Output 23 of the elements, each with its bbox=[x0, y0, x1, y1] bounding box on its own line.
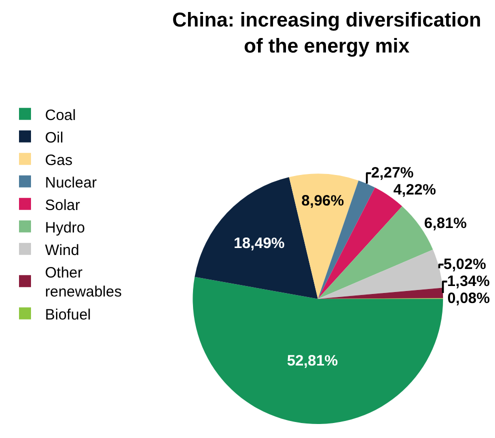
data-label: 52,81% bbox=[286, 352, 338, 370]
data-label: 0,08% bbox=[447, 290, 490, 308]
pie-slice bbox=[192, 276, 444, 424]
legend-label: Coal bbox=[45, 106, 76, 124]
data-label: 8,96% bbox=[301, 192, 344, 210]
data-label: 5,02% bbox=[444, 256, 486, 274]
data-label: 6,81% bbox=[424, 214, 467, 232]
legend-label: Hydro bbox=[45, 219, 86, 236]
legend-label: Biofuel bbox=[45, 306, 91, 324]
data-label: 2,27% bbox=[371, 164, 414, 182]
legend-label: Nuclear bbox=[45, 174, 97, 192]
legend-label: Wind bbox=[45, 242, 80, 259]
pie-slice bbox=[289, 174, 359, 299]
legend-label: Oil bbox=[45, 129, 64, 146]
legend-label: Gas bbox=[45, 152, 73, 169]
chart-title: China: increasing diversification of the energy mix bbox=[172, 9, 482, 58]
legend-label: Solar bbox=[45, 196, 80, 214]
legend-label: Other renewables bbox=[45, 264, 122, 301]
pie-slice bbox=[318, 288, 444, 299]
data-label: 1,34% bbox=[447, 273, 490, 290]
data-label: 4,22% bbox=[393, 182, 436, 199]
pie-slice bbox=[318, 250, 443, 299]
data-label: 18,49% bbox=[234, 234, 285, 252]
